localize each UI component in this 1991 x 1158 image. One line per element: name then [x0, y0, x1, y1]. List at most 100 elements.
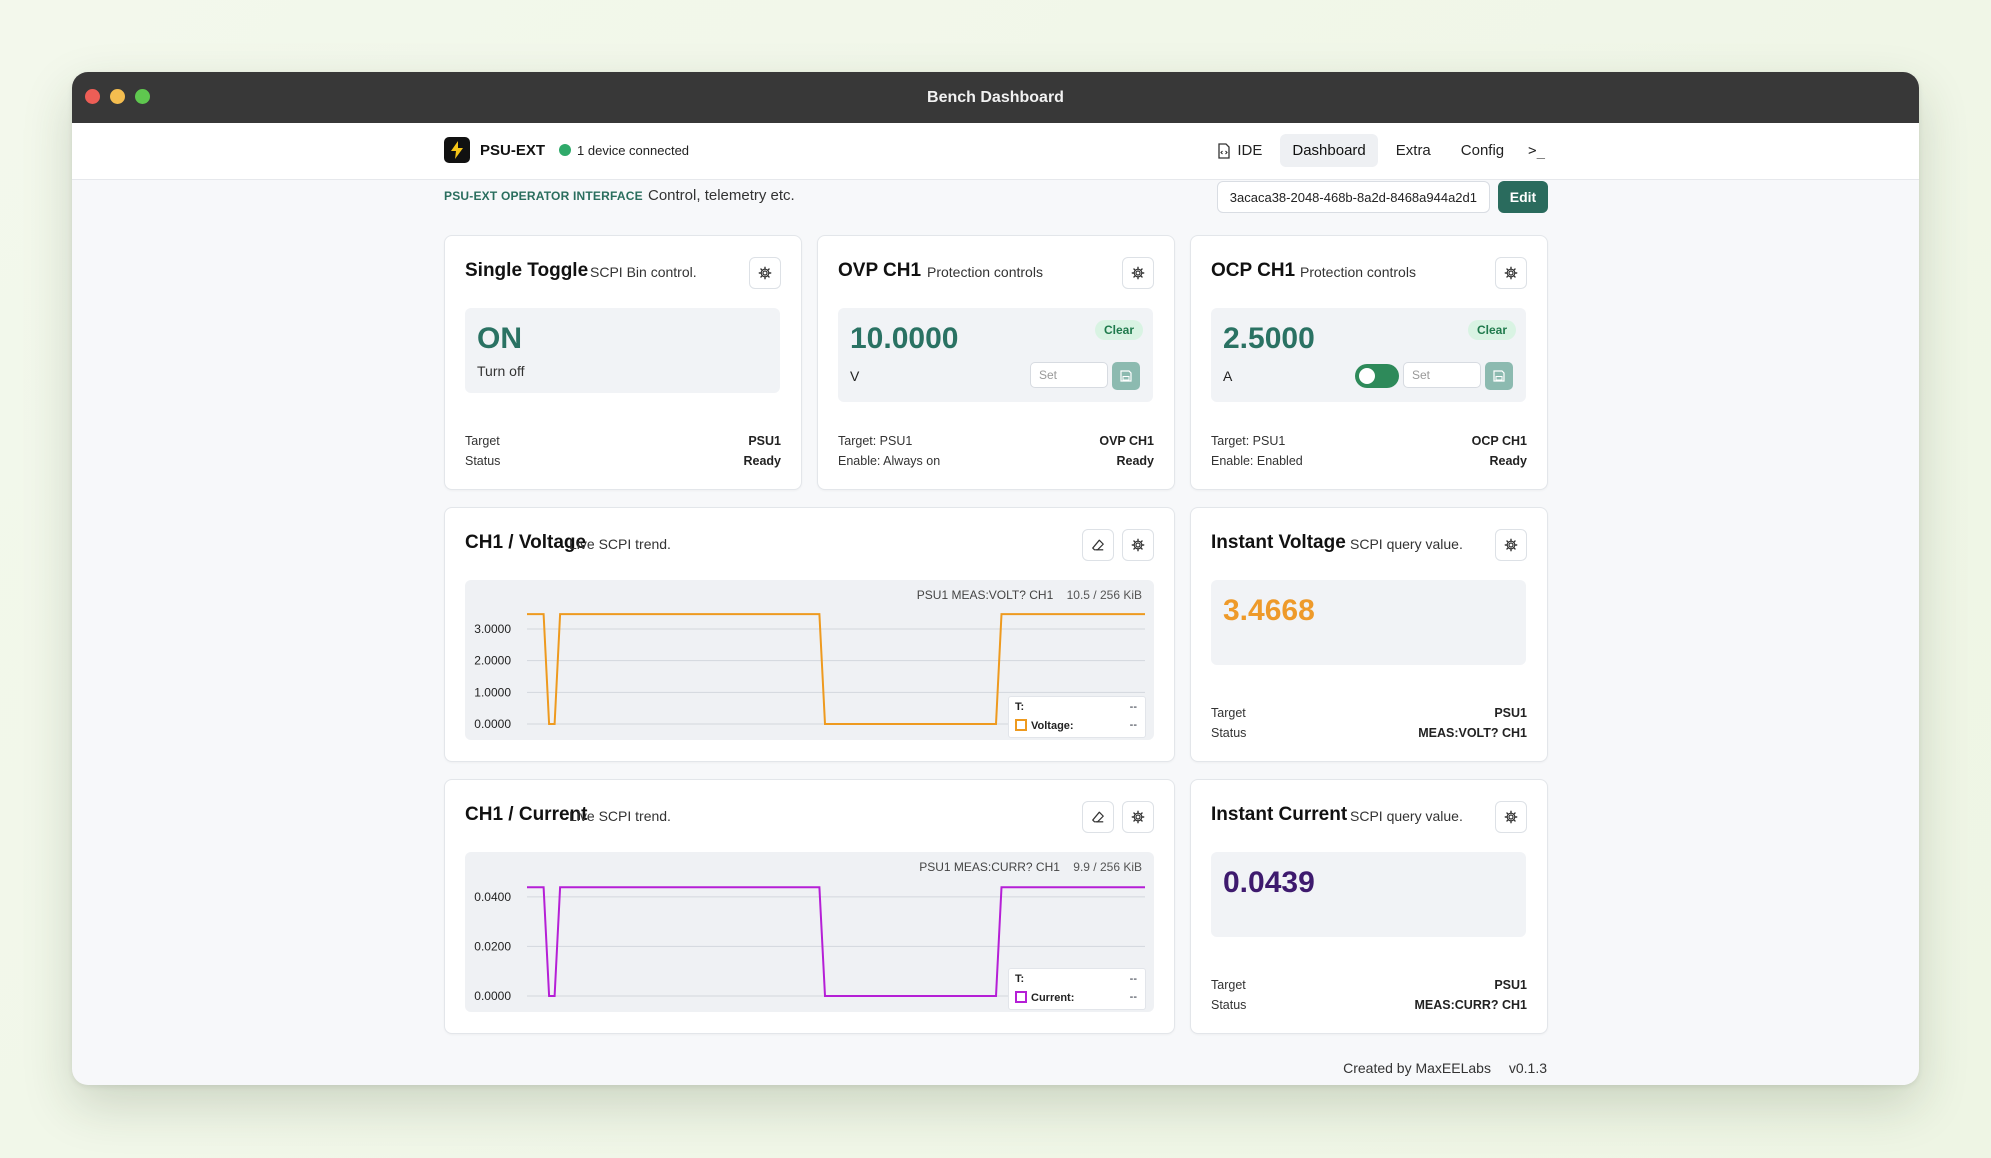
eraser-icon[interactable] — [1082, 801, 1114, 833]
voltage-plot: 3.0000 2.0000 1.0000 0.0000 — [474, 613, 1145, 731]
enable-toggle[interactable] — [1355, 364, 1399, 388]
card-title: Single Toggle — [465, 260, 589, 281]
ovp-value: 10.0000 — [850, 322, 959, 355]
voltage-chart[interactable]: PSU1 MEAS:VOLT? CH1 10.5 / 256 KiB 3.000… — [465, 580, 1154, 740]
nav-link-config[interactable]: Config — [1460, 142, 1505, 159]
gear-icon[interactable] — [1122, 257, 1154, 289]
gear-icon[interactable] — [1495, 529, 1527, 561]
gear-icon[interactable] — [1122, 801, 1154, 833]
voltage-chart-card: CH1 / Voltage Live SCPI trend. PSU1 MEAS… — [444, 507, 1175, 762]
connection-status-icon — [559, 144, 572, 156]
target-value: PSU1 — [1494, 706, 1527, 720]
legend-t-label: T: — [1015, 973, 1025, 985]
dashboard-id-field[interactable]: 3acaca38-2048-468b-8a2d-8468a944a2d1 — [1216, 181, 1490, 213]
series-line-current — [527, 886, 1145, 997]
card-title: CH1 / Voltage — [465, 532, 587, 553]
status-row: Enable: Always on Ready — [838, 454, 1154, 468]
nav-link-dashboard[interactable]: Dashboard — [1280, 134, 1378, 167]
chart-source: PSU1 MEAS:CURR? CH1 — [919, 860, 1060, 874]
y-tick-label: 0.0200 — [474, 939, 511, 953]
status-value: MEAS:VOLT? CH1 — [1418, 726, 1527, 740]
enable-label: Enable: Always on — [838, 454, 941, 468]
top-navigation: PSU-EXT 1 device connected IDE Dashboard… — [72, 123, 1919, 180]
target-value: PSU1 — [748, 434, 781, 448]
toggle-switch-panel[interactable]: ON Turn off — [465, 308, 780, 393]
instant-voltage-card: Instant Voltage SCPI query value. 3.4668… — [1190, 507, 1548, 762]
legend-series-value: -- — [1129, 719, 1137, 731]
nav-link-ide[interactable]: IDE — [1205, 134, 1274, 167]
status-value: Ready — [1116, 454, 1154, 468]
y-tick-label: 0.0400 — [474, 890, 511, 904]
close-window-button[interactable] — [85, 89, 100, 104]
enable-label: Enable: Enabled — [1211, 454, 1303, 468]
chart-buffer-size: 10.5 / 256 KiB — [1066, 588, 1142, 602]
page-subheader: PSU-EXT OPERATOR INTERFACE Control, tele… — [444, 179, 1548, 215]
status-label: Status — [1211, 998, 1247, 1012]
instant-current-card: Instant Current SCPI query value. 0.0439… — [1190, 779, 1548, 1034]
nav-link-extra[interactable]: Extra — [1395, 142, 1431, 159]
legend-t-label: T: — [1015, 701, 1025, 713]
maximize-window-button[interactable] — [135, 89, 150, 104]
interface-description: Control, telemetry etc. — [648, 187, 795, 204]
gear-icon[interactable] — [749, 257, 781, 289]
card-title: OCP CH1 — [1211, 260, 1296, 281]
brand-name: PSU-EXT — [480, 141, 546, 159]
instant-current-panel: 0.0439 — [1211, 852, 1526, 937]
status-label: Status — [465, 454, 501, 468]
target-row: Target: PSU1 OCP CH1 — [1211, 434, 1527, 448]
nav-link-label: IDE — [1237, 142, 1263, 159]
version-text: v0.1.3 — [1508, 1060, 1547, 1076]
legend-series-label: Voltage: — [1031, 720, 1074, 732]
current-chart-card: CH1 / Current Live SCPI trend. PSU1 MEAS… — [444, 779, 1175, 1034]
target-label: Target — [1211, 706, 1246, 720]
save-icon[interactable] — [1485, 362, 1513, 390]
legend-t-value: -- — [1129, 701, 1137, 713]
series-line-voltage — [527, 613, 1145, 725]
status-value: Ready — [1489, 454, 1527, 468]
chart-legend: T: -- Voltage: -- — [1008, 696, 1146, 738]
y-tick-label: 3.0000 — [474, 622, 511, 636]
target-value: PSU1 — [1494, 978, 1527, 992]
card-subtitle: Live SCPI trend. — [569, 536, 671, 552]
clear-button[interactable]: Clear — [1094, 320, 1143, 340]
gear-icon[interactable] — [1495, 257, 1527, 289]
legend-t-value: -- — [1129, 973, 1137, 985]
target-label: Target: PSU1 — [1211, 434, 1286, 448]
protection-name: OCP CH1 — [1471, 434, 1527, 448]
eraser-icon[interactable] — [1082, 529, 1114, 561]
title-bar: Bench Dashboard — [72, 72, 1919, 123]
chart-source: PSU1 MEAS:VOLT? CH1 — [916, 588, 1054, 602]
ocp-set-input[interactable]: Set — [1403, 362, 1481, 388]
save-icon[interactable] — [1112, 362, 1140, 390]
status-value: MEAS:CURR? CH1 — [1414, 998, 1528, 1012]
target-row: Target PSU1 — [1211, 706, 1527, 720]
card-subtitle: SCPI Bin control. — [590, 264, 697, 280]
brand[interactable]: PSU-EXT 1 device connected — [444, 137, 689, 163]
instant-voltage-value: 3.4668 — [1223, 594, 1315, 627]
gear-icon[interactable] — [1495, 801, 1527, 833]
ocp-value: 2.5000 — [1223, 322, 1315, 355]
card-title: OVP CH1 — [838, 260, 922, 281]
status-label: Status — [1211, 726, 1247, 740]
legend-swatch — [1015, 991, 1027, 1003]
ocp-value-panel: 2.5000 Clear A Set — [1211, 308, 1526, 402]
toggle-state: ON — [477, 322, 522, 355]
ovp-set-input[interactable]: Set — [1030, 362, 1108, 388]
target-row: Target PSU1 — [1211, 978, 1527, 992]
instant-voltage-panel: 3.4668 — [1211, 580, 1526, 665]
edit-button[interactable]: Edit — [1498, 181, 1548, 213]
legend-swatch — [1015, 719, 1027, 731]
app-window: Bench Dashboard PSU-EXT 1 device connect… — [72, 72, 1919, 1085]
current-chart[interactable]: PSU1 MEAS:CURR? CH1 9.9 / 256 KiB 0.0400… — [465, 852, 1154, 1012]
clear-button[interactable]: Clear — [1467, 320, 1516, 340]
y-tick-label: 0.0000 — [474, 989, 511, 1003]
connection-status-text: 1 device connected — [577, 142, 690, 158]
legend-series-label: Current: — [1031, 992, 1075, 1004]
minimize-window-button[interactable] — [110, 89, 125, 104]
terminal-button[interactable]: >_ — [1528, 142, 1545, 159]
target-label: Target — [465, 434, 500, 448]
ovp-unit: V — [850, 368, 860, 384]
window-controls — [85, 89, 150, 104]
card-title: CH1 / Current — [465, 804, 588, 825]
gear-icon[interactable] — [1122, 529, 1154, 561]
